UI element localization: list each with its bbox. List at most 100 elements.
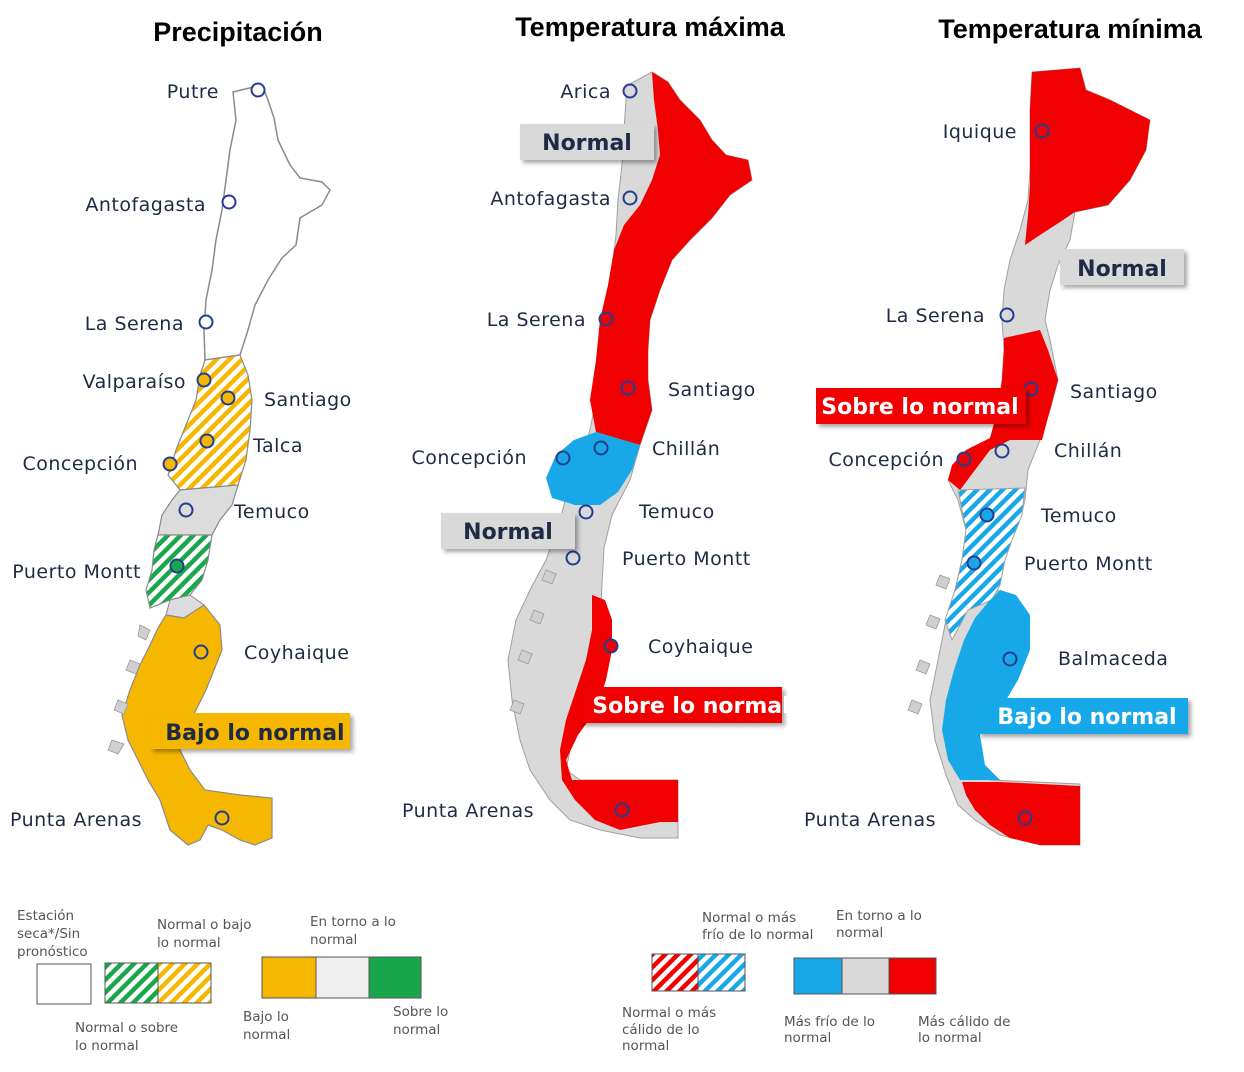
legend-label: normal [784, 1030, 831, 1046]
station-marker [956, 451, 972, 467]
station-marker [578, 504, 594, 520]
station-marker [1002, 651, 1018, 667]
region-islands [509, 569, 557, 715]
station-marker [1023, 381, 1039, 397]
region-islands [907, 574, 951, 715]
station-marker [193, 644, 209, 660]
region-warmer-north [590, 72, 752, 445]
station-marker [555, 450, 571, 466]
title-precipitation: Precipitación [153, 17, 323, 47]
legend-swatch-colder [793, 957, 843, 995]
region-islands [107, 624, 151, 755]
city-label: Punta Arenas [804, 809, 936, 831]
city-label: Coyhaique [244, 642, 349, 664]
city-label: Puerto Montt [622, 548, 751, 570]
legend-label: Bajo lo [243, 1009, 289, 1025]
station-marker [214, 810, 230, 826]
station-marker [196, 372, 212, 388]
legend-label: pronóstico [17, 944, 88, 960]
legend-label: Normal o sobre [75, 1020, 178, 1036]
station-marker [162, 456, 178, 472]
legend-swatch-normal-or-colder [697, 953, 746, 992]
legend-label: lo normal [157, 935, 221, 951]
city-label: La Serena [85, 313, 184, 335]
city-label: Temuco [233, 501, 310, 523]
legend-label: seca*/Sin [17, 926, 80, 942]
precipitation-map: Putre Antofagasta La Serena Valparaíso S… [10, 81, 352, 846]
legend-label: Normal o más [622, 1005, 716, 1021]
city-label: Punta Arenas [402, 800, 534, 822]
city-label: Iquique [943, 121, 1017, 143]
legend-label: Normal o más [702, 910, 796, 926]
city-label: Concepción [828, 449, 944, 471]
station-marker [999, 307, 1015, 323]
legend-temperature: Normal o más frío de lo normal Normal o … [622, 908, 1010, 1054]
city-label: Chillán [652, 438, 720, 460]
legend-label: Normal o bajo [157, 917, 252, 933]
legend-swatch-around [841, 957, 890, 995]
legend-swatch-normal-or-below [157, 962, 212, 1004]
city-label: Coyhaique [648, 636, 753, 658]
legend-swatch-below [261, 956, 317, 999]
city-label: Puerto Montt [1024, 553, 1153, 575]
legend-swatch-normal-or-above [104, 962, 159, 1004]
legend-label: cálido de lo [622, 1022, 700, 1038]
station-marker [565, 550, 581, 566]
badge-label: Bajo lo normal [997, 705, 1176, 730]
city-label: Arica [560, 81, 611, 103]
legend-label: Estación [17, 908, 74, 924]
legend-label: frío de lo normal [702, 927, 813, 943]
region-dry-north [203, 84, 331, 361]
legend-swatch-warmer [888, 957, 937, 995]
title-max-temperature: Temperatura máxima [515, 12, 786, 42]
city-label: Balmaceda [1058, 648, 1168, 670]
min-temperature-map: Iquique La Serena Santiago Chillán Conce… [804, 67, 1188, 846]
legend-label: normal [622, 1038, 669, 1054]
legend-label: lo normal [918, 1030, 982, 1046]
badge-label: Normal [463, 520, 553, 545]
legend-swatch-above [368, 956, 422, 999]
region-warmer-south [560, 595, 678, 830]
station-marker [198, 314, 214, 330]
badge-above-normal [816, 388, 1026, 424]
badge-normal-north [520, 124, 654, 160]
legend-swatch-around [315, 956, 370, 999]
station-marker [622, 83, 638, 99]
station-marker [620, 380, 636, 396]
badge-below-normal [150, 713, 350, 749]
station-marker [1034, 123, 1050, 139]
city-label: Santiago [264, 389, 352, 411]
city-label: La Serena [487, 309, 586, 331]
city-label: Puerto Montt [12, 561, 141, 583]
station-marker [199, 433, 215, 449]
city-label: Concepción [22, 453, 138, 475]
legend-swatch-dry [36, 963, 92, 1005]
city-label: Temuco [638, 501, 715, 523]
station-marker [169, 558, 185, 574]
city-label: Antofagasta [85, 194, 206, 216]
legend-label: lo normal [75, 1038, 139, 1054]
legend-label: Sobre lo [393, 1004, 448, 1020]
city-label: Concepción [411, 447, 527, 469]
legend-precipitation: Estación seca*/Sin pronóstico Normal o b… [17, 908, 448, 1054]
badge-label: Sobre lo normal [821, 395, 1018, 420]
station-marker [614, 802, 630, 818]
station-marker [598, 311, 614, 327]
badge-normal [1060, 249, 1184, 285]
badge-normal-south-central [441, 513, 575, 549]
city-label: Punta Arenas [10, 809, 142, 831]
badge-label: Normal [542, 131, 632, 156]
badge-above-normal [580, 687, 782, 723]
legend-swatch-normal-or-warmer [651, 953, 699, 992]
station-marker [220, 390, 236, 406]
badge-below-normal [978, 698, 1188, 734]
region-around-normal-south-central [157, 484, 239, 536]
legend-label: Más cálido de [918, 1014, 1010, 1030]
station-marker [966, 555, 982, 571]
region-warmer-north [1025, 68, 1150, 245]
station-marker [250, 82, 266, 98]
legend-label: En torno a lo [836, 908, 922, 924]
region-below-normal [121, 604, 273, 846]
station-marker [603, 638, 619, 654]
region-colder-south [942, 590, 1030, 780]
